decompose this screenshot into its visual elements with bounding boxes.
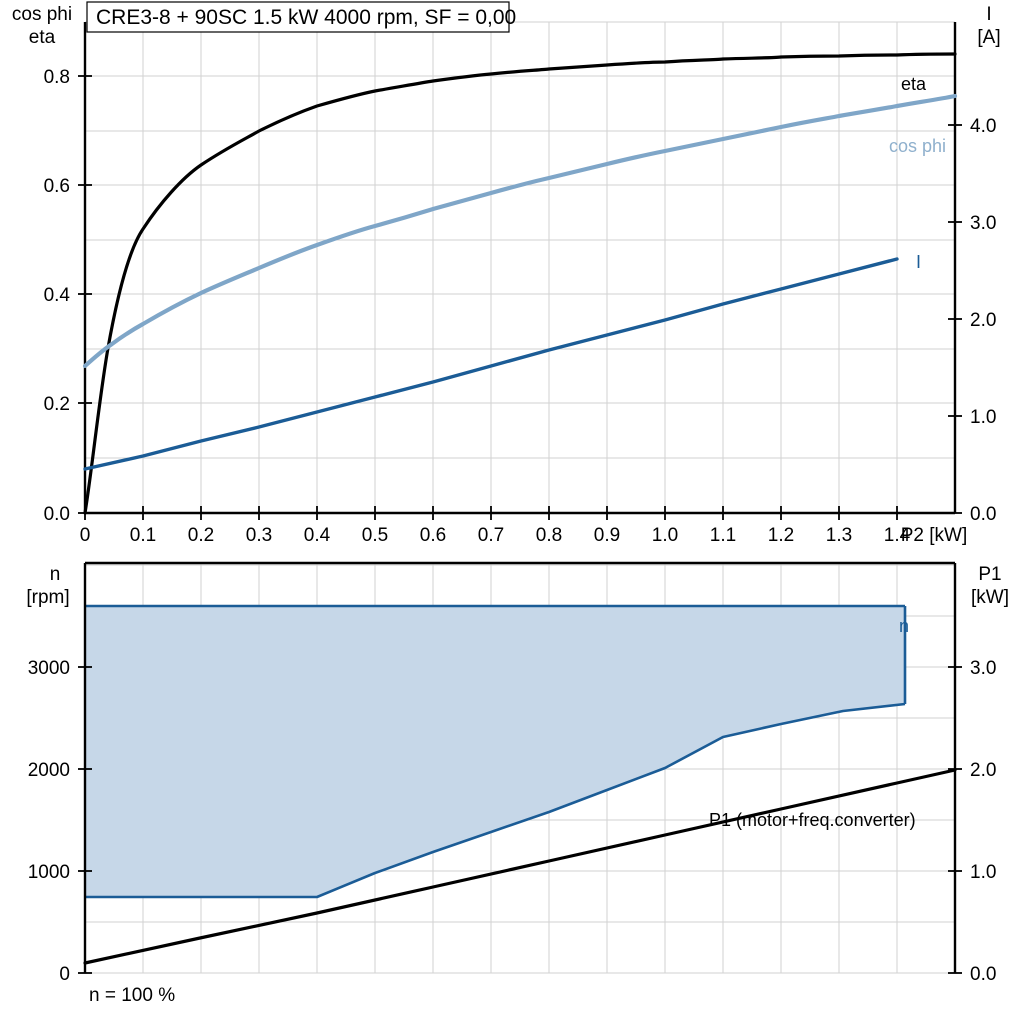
chart-title: CRE3-8 + 90SC 1.5 kW 4000 rpm, SF = 0,00 bbox=[96, 6, 516, 29]
top-chart-left-ticks: 0.0 0.2 0.4 0.6 0.8 bbox=[44, 67, 92, 525]
bottom-chart: 0 1000 2000 3000 0.0 1.0 2.0 3.0 n [rpm]… bbox=[26, 561, 1009, 985]
bottom-left-axis-title-line2: [rpm] bbox=[26, 587, 69, 608]
top-x-tick-11: 1.1 bbox=[710, 525, 736, 546]
top-right-tick-2: 2.0 bbox=[970, 310, 996, 331]
top-chart-gridlines bbox=[85, 21, 955, 512]
bottom-left-tick-3: 3000 bbox=[28, 658, 70, 679]
top-right-axis-title-line1: I bbox=[986, 4, 991, 25]
bottom-right-tick-3: 3.0 bbox=[970, 658, 996, 679]
top-x-axis-title: P2 [kW] bbox=[901, 525, 968, 546]
top-x-tick-13: 1.3 bbox=[826, 525, 852, 546]
top-right-tick-4: 4.0 bbox=[970, 116, 996, 137]
top-x-tick-14: 1.4 bbox=[884, 525, 911, 546]
top-left-tick-2: 0.4 bbox=[44, 285, 71, 306]
top-x-tick-1: 0.1 bbox=[130, 525, 156, 546]
speed-envelope-area bbox=[85, 606, 905, 897]
top-x-tick-10: 1.0 bbox=[652, 525, 678, 546]
top-x-tick-7: 0.7 bbox=[478, 525, 504, 546]
top-x-tick-9: 0.9 bbox=[594, 525, 620, 546]
top-x-tick-8: 0.8 bbox=[536, 525, 562, 546]
top-x-tick-0: 0 bbox=[80, 525, 91, 546]
eta-curve-label: eta bbox=[901, 74, 927, 94]
top-chart: 0.0 0.2 0.4 0.6 0.8 0.0 1.0 2.0 3.0 4.0 bbox=[12, 1, 1001, 546]
cos-phi-curve-label: cos phi bbox=[889, 136, 946, 156]
p1-curve-label: P1 (motor+freq.converter) bbox=[709, 810, 916, 830]
top-x-tick-5: 0.5 bbox=[362, 525, 388, 546]
bottom-right-tick-2: 2.0 bbox=[970, 760, 996, 781]
speed-note: n = 100 % bbox=[89, 985, 175, 1006]
p1-curve bbox=[83, 768, 957, 965]
top-left-axis-title-line1: cos phi bbox=[12, 4, 72, 25]
current-curve bbox=[83, 257, 899, 471]
top-right-axis-title-line2: [A] bbox=[977, 27, 1000, 48]
top-right-tick-0: 0.0 bbox=[970, 504, 996, 525]
top-left-axis-title-line2: eta bbox=[29, 27, 56, 48]
bottom-right-axis-title-line1: P1 bbox=[978, 564, 1001, 585]
bottom-right-tick-1: 1.0 bbox=[970, 862, 996, 883]
top-x-tick-3: 0.3 bbox=[246, 525, 272, 546]
bottom-left-axis-title-line1: n bbox=[50, 564, 61, 585]
bottom-left-tick-2: 2000 bbox=[28, 760, 70, 781]
cos-phi-curve bbox=[82, 93, 958, 369]
top-left-tick-1: 0.2 bbox=[44, 394, 70, 415]
top-right-tick-3: 3.0 bbox=[970, 213, 996, 234]
current-curve-label: I bbox=[916, 252, 921, 272]
top-x-tick-12: 1.2 bbox=[768, 525, 794, 546]
speed-envelope-lower-edge bbox=[85, 702, 906, 899]
top-x-tick-4: 0.4 bbox=[304, 525, 331, 546]
bottom-left-tick-1: 1000 bbox=[28, 862, 70, 883]
top-x-tick-2: 0.2 bbox=[188, 525, 214, 546]
bottom-right-axis-title-line2: [kW] bbox=[971, 587, 1009, 608]
top-chart-right-ticks: 0.0 1.0 2.0 3.0 4.0 bbox=[948, 116, 996, 525]
bottom-left-tick-0: 0 bbox=[59, 964, 70, 985]
top-x-tick-6: 0.6 bbox=[420, 525, 446, 546]
top-left-tick-0: 0.0 bbox=[44, 504, 70, 525]
top-left-tick-3: 0.6 bbox=[44, 176, 70, 197]
top-right-tick-1: 1.0 bbox=[970, 407, 996, 428]
bottom-right-tick-0: 0.0 bbox=[970, 964, 996, 985]
eta-curve bbox=[83, 52, 957, 515]
top-chart-x-ticks: 0 0.1 0.2 0.3 0.4 0.5 0.6 0.7 0.8 0.9 1.… bbox=[80, 506, 911, 546]
bottom-chart-left-ticks: 0 1000 2000 3000 bbox=[28, 658, 92, 985]
bottom-chart-right-ticks: 0.0 1.0 2.0 3.0 bbox=[948, 658, 996, 985]
top-left-tick-4: 0.8 bbox=[44, 67, 70, 88]
chart-title-box bbox=[86, 1, 510, 33]
speed-envelope-label: n bbox=[899, 616, 909, 636]
